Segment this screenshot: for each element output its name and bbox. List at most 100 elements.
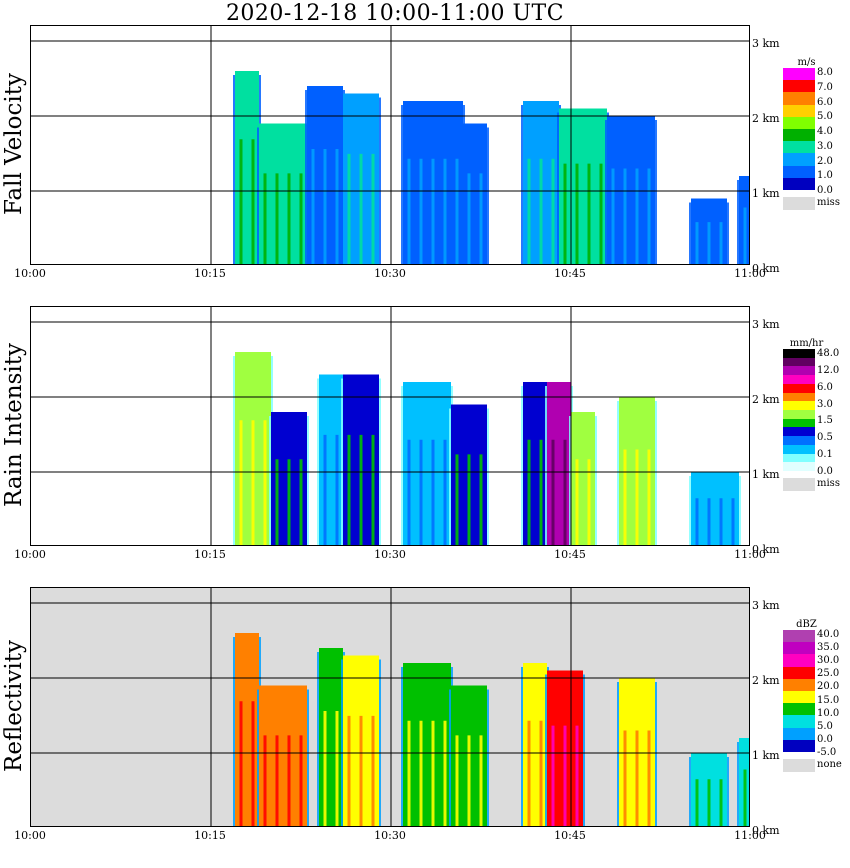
echo-streak xyxy=(335,149,339,264)
echo-streak xyxy=(539,439,543,545)
x-tick-label: 10:45 xyxy=(554,829,586,842)
echo-cell xyxy=(305,86,345,264)
echo-streak xyxy=(539,158,543,264)
y-tick-label: 2 km xyxy=(752,112,780,125)
y-tick-label: 1 km xyxy=(752,749,780,762)
legend-label: 5.0 xyxy=(817,111,833,123)
legend-swatch xyxy=(783,654,815,668)
echo-streak xyxy=(347,153,351,264)
legend-label: 5.0 xyxy=(817,720,833,732)
echo-cell xyxy=(449,404,489,545)
legend-swatch xyxy=(783,80,815,93)
legend-label: -5.0 xyxy=(817,747,837,758)
echo-streak xyxy=(239,139,243,264)
y-tick-label: 3 km xyxy=(752,318,780,331)
echo-streak xyxy=(323,711,327,826)
echo-streak xyxy=(287,735,291,826)
echo-streak xyxy=(563,725,567,826)
echo-streak xyxy=(527,439,531,545)
echo-streak xyxy=(719,498,723,545)
echo-core xyxy=(259,685,307,826)
echo-streak xyxy=(323,434,327,545)
legend-swatch xyxy=(783,418,815,428)
echo-streak xyxy=(587,459,591,545)
legend-swatch xyxy=(783,375,815,385)
legend-unit: dBZ xyxy=(796,619,817,630)
legend-swatch xyxy=(783,630,815,643)
echo-streak xyxy=(335,434,339,545)
echo-streak xyxy=(251,701,255,826)
echo-cell xyxy=(233,352,273,545)
echo-cell xyxy=(545,670,585,826)
echo-streak xyxy=(467,173,471,264)
missing-swatch xyxy=(783,197,815,210)
legend-label: 0.1 xyxy=(817,449,833,461)
legend-swatch xyxy=(783,444,815,455)
legend-swatch xyxy=(783,462,815,472)
legend-swatch xyxy=(783,401,815,411)
echo-streak xyxy=(443,158,447,264)
echo-streak xyxy=(647,168,651,264)
echo-cell xyxy=(341,374,381,545)
y-tick-label: 2 km xyxy=(752,674,780,687)
legend-label: 8.0 xyxy=(817,67,833,78)
echo-cell xyxy=(689,198,729,264)
y-tick-label: 3 km xyxy=(752,37,780,50)
missing-label: miss xyxy=(817,197,840,208)
legend-label: 12.0 xyxy=(817,364,840,376)
legend-label: 0.0 xyxy=(817,466,833,477)
echo-cell xyxy=(341,93,381,264)
x-tick-label: 11:00 xyxy=(734,548,766,561)
legend-swatch xyxy=(783,678,815,692)
y-axis-label: Fall Velocity xyxy=(1,73,27,215)
legend-label: 3.0 xyxy=(817,398,833,410)
legend-swatch xyxy=(783,383,815,394)
echo-streak xyxy=(599,163,603,264)
echo-streak xyxy=(563,163,567,264)
echo-streak xyxy=(623,449,627,545)
legend-swatch xyxy=(783,642,815,655)
legend-swatch xyxy=(783,153,815,167)
echo-core xyxy=(691,472,739,545)
echo-streak xyxy=(707,222,711,264)
echo-streak xyxy=(407,439,411,545)
y-tick-label: 2 km xyxy=(752,393,780,406)
x-tick-label: 10:15 xyxy=(194,548,226,561)
echo-cell xyxy=(689,472,741,545)
x-tick-label: 11:00 xyxy=(734,829,766,842)
echo-core xyxy=(547,382,571,545)
echo-streak xyxy=(623,168,627,264)
legend-swatch xyxy=(783,104,815,118)
echo-streak xyxy=(275,459,279,545)
echo-cell xyxy=(521,101,561,264)
echo-streak xyxy=(563,439,567,545)
chart-title: 2020-12-18 10:00-11:00 UTC xyxy=(225,1,565,26)
x-tick-label: 10:00 xyxy=(14,829,46,842)
echo-streak xyxy=(239,420,243,545)
echo-streak xyxy=(407,720,411,826)
legend-swatch xyxy=(783,436,815,446)
echo-cell xyxy=(689,753,729,826)
echo-core xyxy=(523,382,547,545)
heatmap-svg xyxy=(31,307,749,545)
y-axis-label: Reflectivity xyxy=(1,640,27,772)
y-tick-label: 0 km xyxy=(752,824,780,837)
legend-label: 1.5 xyxy=(817,415,833,427)
x-tick-label: 10:30 xyxy=(374,267,406,280)
echo-cell xyxy=(617,678,657,826)
x-tick-label: 10:30 xyxy=(374,548,406,561)
echo-streak xyxy=(263,735,267,826)
echo-streak xyxy=(719,779,723,826)
echo-core xyxy=(259,123,307,264)
echo-streak xyxy=(455,735,459,826)
echo-core xyxy=(571,412,595,545)
legend-label: 0.5 xyxy=(817,432,833,444)
echo-streak xyxy=(431,439,435,545)
y-axis-label: Rain Intensity xyxy=(1,343,27,507)
echo-streak xyxy=(239,701,243,826)
legend-label: 40.0 xyxy=(817,629,840,640)
echo-streak xyxy=(311,149,315,264)
legend-label: 1.0 xyxy=(817,170,833,182)
y-tick-label: 0 km xyxy=(752,262,780,275)
echo-cell xyxy=(521,663,549,826)
